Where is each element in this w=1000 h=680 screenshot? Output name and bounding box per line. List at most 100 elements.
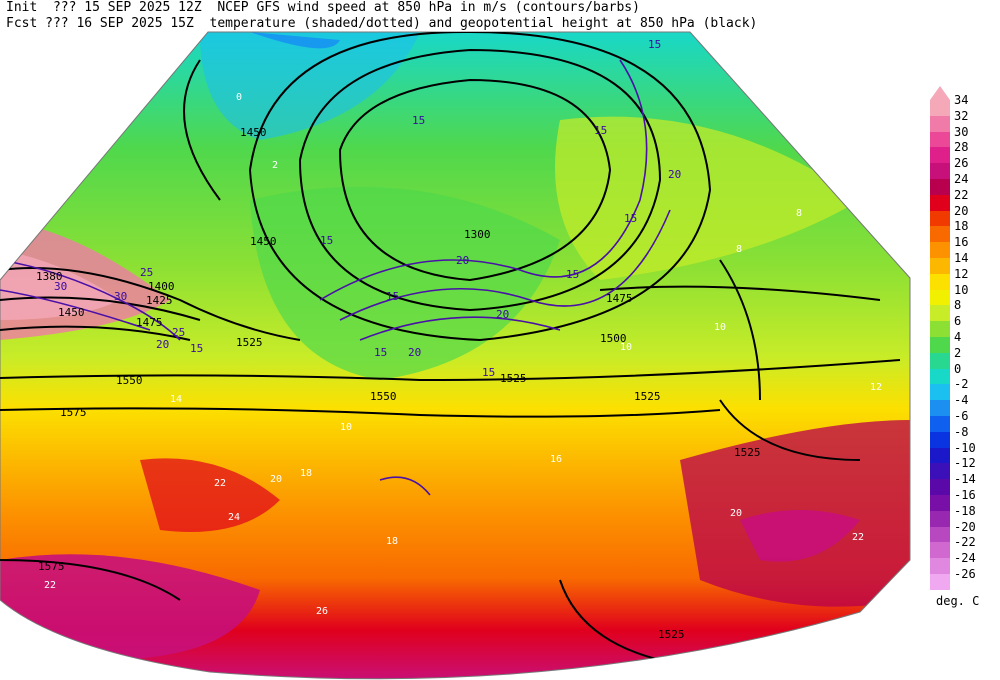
colorbar-label: -6 [954, 409, 969, 423]
header-init-line: Init ??? 15 SEP 2025 12Z NCEP GFS wind s… [6, 0, 640, 15]
colorbar-swatch [930, 463, 950, 480]
temp-label: 18 [386, 536, 398, 547]
colorbar-swatch [930, 321, 950, 338]
colorbar-label: 22 [954, 187, 969, 202]
map-frame [0, 31, 911, 680]
colorbar-swatch [930, 258, 950, 275]
temp-label: 22 [44, 580, 56, 591]
temp-label: 10 [620, 342, 632, 353]
wind-label: 30 [54, 280, 67, 293]
height-label: 1300 [464, 228, 491, 241]
wind-label: 30 [114, 290, 127, 303]
colorbar-swatch [930, 226, 950, 243]
height-label: 1525 [500, 372, 527, 385]
wind-label: 15 [624, 212, 637, 225]
temp-label: 14 [170, 394, 182, 405]
wind-label: 15 [320, 234, 333, 247]
colorbar-swatch [930, 400, 950, 417]
height-label: 1575 [60, 406, 87, 419]
temp-label: 18 [300, 468, 312, 479]
temp-label: 20 [730, 508, 742, 519]
colorbar-label: 8 [954, 298, 962, 313]
colorbar-label: 30 [954, 124, 969, 139]
temp-label: 2 [272, 160, 278, 171]
height-label: 1525 [236, 336, 263, 349]
wind-label: 20 [156, 338, 169, 351]
colorbar-label: -12 [954, 456, 976, 471]
height-label: 1525 [658, 628, 685, 641]
colorbar-swatch [930, 495, 950, 512]
colorbar-label: -24 [954, 551, 976, 566]
colorbar-swatch [930, 542, 950, 559]
wind-label: 20 [668, 168, 681, 181]
temp-label: 22 [852, 532, 864, 543]
height-label: 1475 [606, 292, 633, 305]
colorbar-label: 24 [954, 172, 969, 186]
wind-label: 15 [648, 38, 661, 51]
colorbar-label: -8 [954, 424, 969, 439]
colorbar-swatch [930, 210, 950, 227]
colorbar-swatch [930, 352, 950, 370]
height-label: 1450 [58, 306, 85, 319]
colorbar-swatch [930, 479, 950, 496]
wind-label: 25 [140, 266, 153, 279]
temp-label: 10 [714, 322, 726, 333]
temperature-shading [0, 32, 910, 679]
colorbar-label: 18 [954, 219, 969, 234]
colorbar-label: -16 [954, 488, 976, 502]
wind-label: 15 [190, 342, 203, 355]
height-label: 1550 [370, 390, 397, 403]
colorbar-label: 20 [954, 203, 969, 218]
colorbar-label: -10 [954, 440, 976, 455]
colorbar-label: -2 [954, 377, 969, 392]
colorbar-label: 14 [954, 251, 969, 265]
colorbar-swatch [930, 510, 950, 528]
temp-label: 10 [340, 422, 352, 433]
wind-label: 15 [374, 346, 387, 359]
colorbar-label: 26 [954, 156, 969, 171]
wind-label: 15 [482, 366, 495, 379]
colorbar-label: 34 [954, 93, 969, 107]
colorbar-swatch [930, 368, 950, 385]
colorbar-swatch [930, 289, 950, 306]
height-label: 1525 [634, 390, 661, 403]
colorbar-swatch [930, 574, 950, 591]
temp-label: 26 [316, 606, 328, 617]
colorbar-label: 2 [954, 345, 962, 360]
colorbar-label: 12 [954, 266, 969, 281]
wind-label: 25 [172, 326, 185, 339]
colorbar-swatch [930, 337, 950, 354]
colorbar-swatch [930, 305, 950, 322]
wind-label: 15 [566, 268, 579, 281]
colorbar-label: -4 [954, 393, 969, 408]
height-label: 1475 [136, 316, 163, 329]
colorbar-swatch [930, 447, 950, 464]
colorbar-swatch [930, 431, 950, 449]
colorbar-swatch [930, 163, 950, 180]
height-contours [0, 32, 901, 661]
height-label: 1550 [116, 374, 143, 387]
header-forecast-line: Fcst ??? 16 SEP 2025 15Z temperature (sh… [6, 16, 758, 31]
temp-label: 22 [214, 478, 226, 489]
colorbar-swatch [930, 384, 950, 401]
height-labels: 1450 1450 1300 1475 1500 1525 1525 1525 … [36, 126, 761, 641]
colorbar-label: -14 [954, 472, 976, 487]
colorbar-label: -22 [954, 535, 976, 550]
colorbar-swatch [930, 194, 950, 212]
wind-label: 15 [386, 290, 399, 303]
colorbar-units: deg. C [936, 594, 980, 608]
colorbar-label: -26 [954, 567, 976, 581]
temp-label: 8 [796, 208, 802, 219]
temp-label: 24 [228, 512, 240, 523]
height-label: 1400 [148, 280, 175, 293]
colorbar-label: 6 [954, 314, 962, 329]
colorbar-top-marker [930, 86, 950, 100]
wind-label: 15 [594, 124, 607, 137]
colorbar-label: 10 [954, 282, 969, 297]
wind-contours [0, 59, 671, 496]
wind-label: 20 [496, 308, 509, 321]
colorbar-label: -18 [954, 503, 976, 518]
colorbar-swatch [930, 526, 950, 543]
wind-label: 15 [412, 114, 425, 127]
